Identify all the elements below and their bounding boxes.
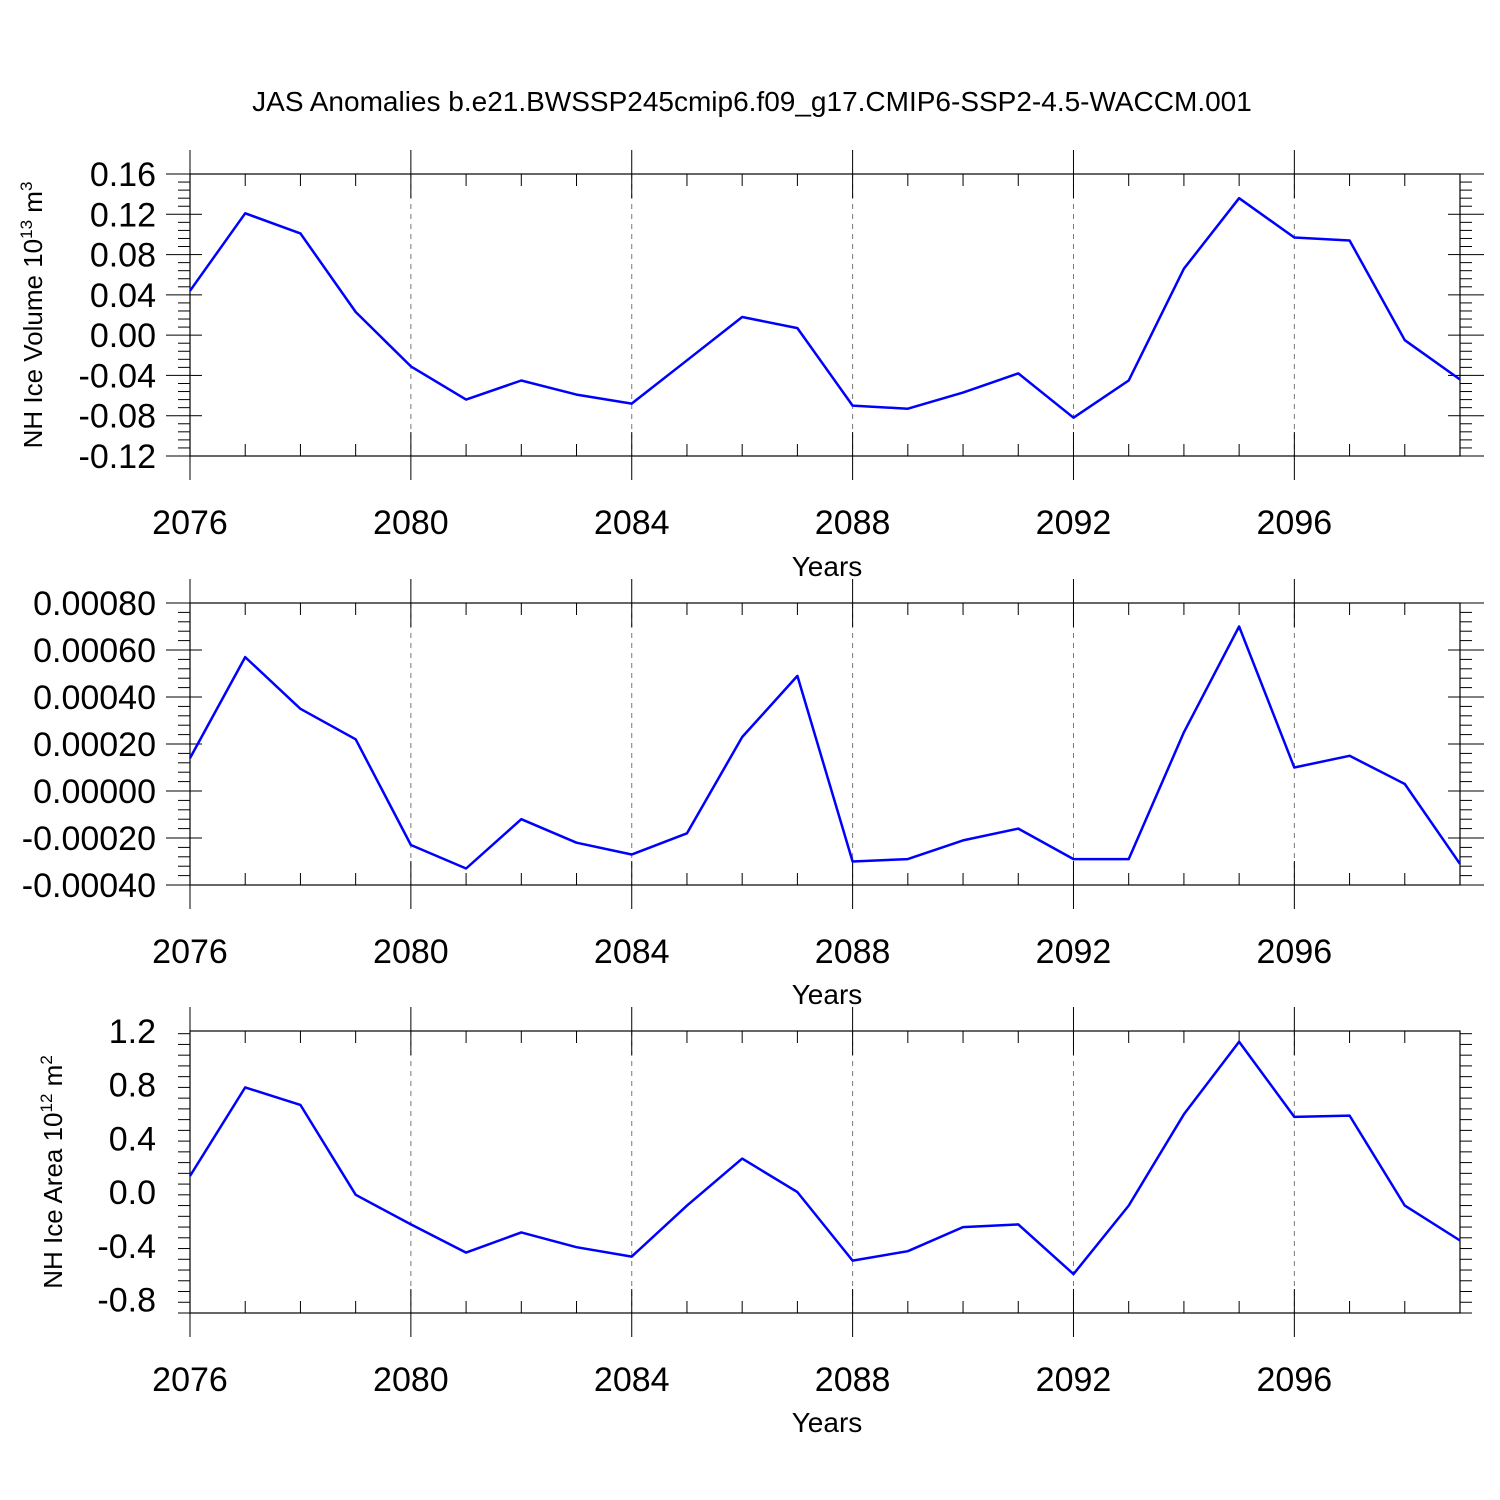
series-line: [188, 196, 1461, 419]
y-tick-label: 0.08: [90, 237, 156, 275]
y-tick-label: -0.08: [79, 398, 157, 436]
y-tick-label: -0.12: [79, 438, 157, 476]
y-tick-label: -0.04: [79, 357, 157, 395]
y-tick-label: -0.8: [97, 1282, 156, 1320]
x-tick-label: 2076: [152, 933, 228, 971]
y-tick-label: 0.16: [90, 156, 156, 194]
chart-panel-2: 2076 2080 2084 2088 2092 2096 Years -0.00040 -0.…: [22, 579, 1484, 1010]
x-tick-label: 2088: [815, 504, 891, 542]
x-tick-label: 2092: [1036, 933, 1112, 971]
y-tick-label: 0.00000: [33, 773, 156, 811]
y-tick-label: 0.8: [109, 1067, 156, 1105]
y-axis-label: NH Ice Area 1012 m2: [37, 1055, 68, 1289]
series-line: [188, 625, 1462, 870]
y-tick-label: 1.2: [109, 1013, 156, 1051]
y-tick-label: 0.00080: [33, 585, 156, 623]
x-tick-label: 2096: [1257, 1361, 1333, 1399]
y-tick-label: 0.4: [109, 1120, 156, 1158]
x-tick-label: 2088: [815, 933, 891, 971]
y-tick-label: -0.00020: [22, 820, 156, 858]
y-tick-label: -0.00040: [22, 867, 156, 905]
y-axis-label: NH Ice Volume 1013 m3: [17, 182, 48, 449]
plot-frame: [189, 602, 1461, 886]
x-tick-label: 2084: [594, 1361, 670, 1399]
x-tick-label: 2080: [373, 504, 449, 542]
y-tick-label: 0.04: [90, 277, 156, 315]
chart-panel-1: 2076 2080 2084 2088 2092 2096 Years -0.12-0.08-…: [17, 150, 1484, 582]
x-axis-label: Years: [792, 1407, 863, 1438]
x-tick-label: 2076: [152, 1361, 228, 1399]
x-tick-label: 2080: [373, 1361, 449, 1399]
plot-frame: [189, 1030, 1461, 1314]
x-tick-label: 2084: [594, 504, 670, 542]
plot-frame: [189, 173, 1461, 457]
x-tick-label: 2084: [594, 933, 670, 971]
x-tick-label: 2092: [1036, 504, 1112, 542]
y-tick-label: -0.4: [97, 1228, 156, 1266]
x-tick-label: 2096: [1257, 933, 1333, 971]
x-tick-label: 2092: [1036, 1361, 1112, 1399]
x-tick-label: 2088: [815, 1361, 891, 1399]
x-axis-label: Years: [792, 979, 863, 1010]
x-tick-label: 2096: [1257, 504, 1333, 542]
y-tick-label: 0.00040: [33, 679, 156, 717]
y-tick-label: 0.0: [109, 1174, 156, 1212]
x-tick-label: 2080: [373, 933, 449, 971]
y-tick-label: 0.00060: [33, 632, 156, 670]
figure-title: JAS Anomalies b.e21.BWSSP245cmip6.f09_g1…: [252, 86, 1252, 117]
chart-panel-3: 2076 2080 2084 2088 2092 2096 Years -0.8 -0.4 0.0…: [37, 1007, 1472, 1438]
series-line: [188, 1040, 1461, 1276]
y-tick-label: 0.12: [90, 196, 156, 234]
x-axis-label: Years: [792, 551, 863, 582]
y-tick-label: 0.00020: [33, 726, 156, 764]
y-tick-label: 0.00: [90, 317, 156, 355]
x-tick-label: 2076: [152, 504, 228, 542]
